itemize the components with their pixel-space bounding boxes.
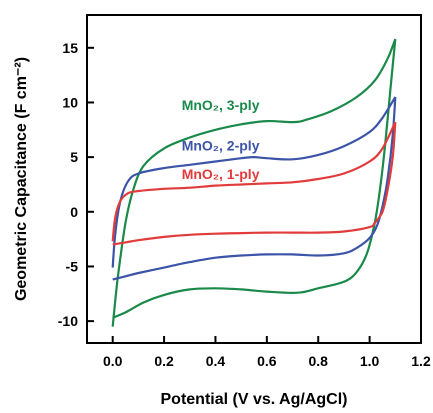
y-tick-label: -5 bbox=[66, 258, 79, 274]
x-axis-label: Potential (V vs. Ag/AgCl) bbox=[161, 391, 348, 408]
series-line-mno-1-ply-reverse bbox=[112, 122, 397, 246]
series-group bbox=[111, 38, 397, 327]
y-tick-label: 15 bbox=[62, 40, 78, 56]
y-tick-label: -10 bbox=[58, 313, 78, 329]
x-tick-label: 0.0 bbox=[103, 353, 123, 369]
plot-frame bbox=[86, 14, 422, 344]
x-tick-label: 0.6 bbox=[257, 353, 277, 369]
y-tick-label: 5 bbox=[70, 149, 78, 165]
x-tick-label: 1.2 bbox=[411, 353, 431, 369]
x-tick-label: 1.0 bbox=[360, 353, 380, 369]
x-tick-label: 0.2 bbox=[154, 353, 174, 369]
x-tick-label: 0.4 bbox=[206, 353, 226, 369]
series-line-mno-2-ply-forward bbox=[111, 96, 397, 268]
x-tick-label: 0.8 bbox=[308, 353, 328, 369]
series-line-mno-2-ply-reverse bbox=[112, 96, 397, 281]
series-labels: MnO₂, 3-ply MnO₂, 2-ply MnO₂, 1-ply bbox=[182, 97, 260, 182]
series-label-mno-3-ply: MnO₂, 3-ply bbox=[182, 97, 260, 113]
axis-ticks: 0.0 0.2 0.4 0.6 0.8 1.0 1.2 -10 -5 0 5 10 15 bbox=[58, 40, 431, 369]
series-label-mno-2-ply: MnO₂, 2-ply bbox=[182, 138, 260, 154]
y-axis-label: Geometric Capacitance (F cm⁻²) bbox=[13, 57, 30, 301]
y-tick-label: 0 bbox=[70, 204, 78, 220]
y-tick-label: 10 bbox=[62, 94, 78, 110]
series-line-mno-3-ply-forward bbox=[111, 38, 397, 327]
series-label-mno-1-ply: MnO₂, 1-ply bbox=[182, 166, 260, 182]
series-line-mno-1-ply-forward bbox=[111, 121, 397, 242]
series-line-mno-3-ply-reverse bbox=[112, 38, 397, 319]
